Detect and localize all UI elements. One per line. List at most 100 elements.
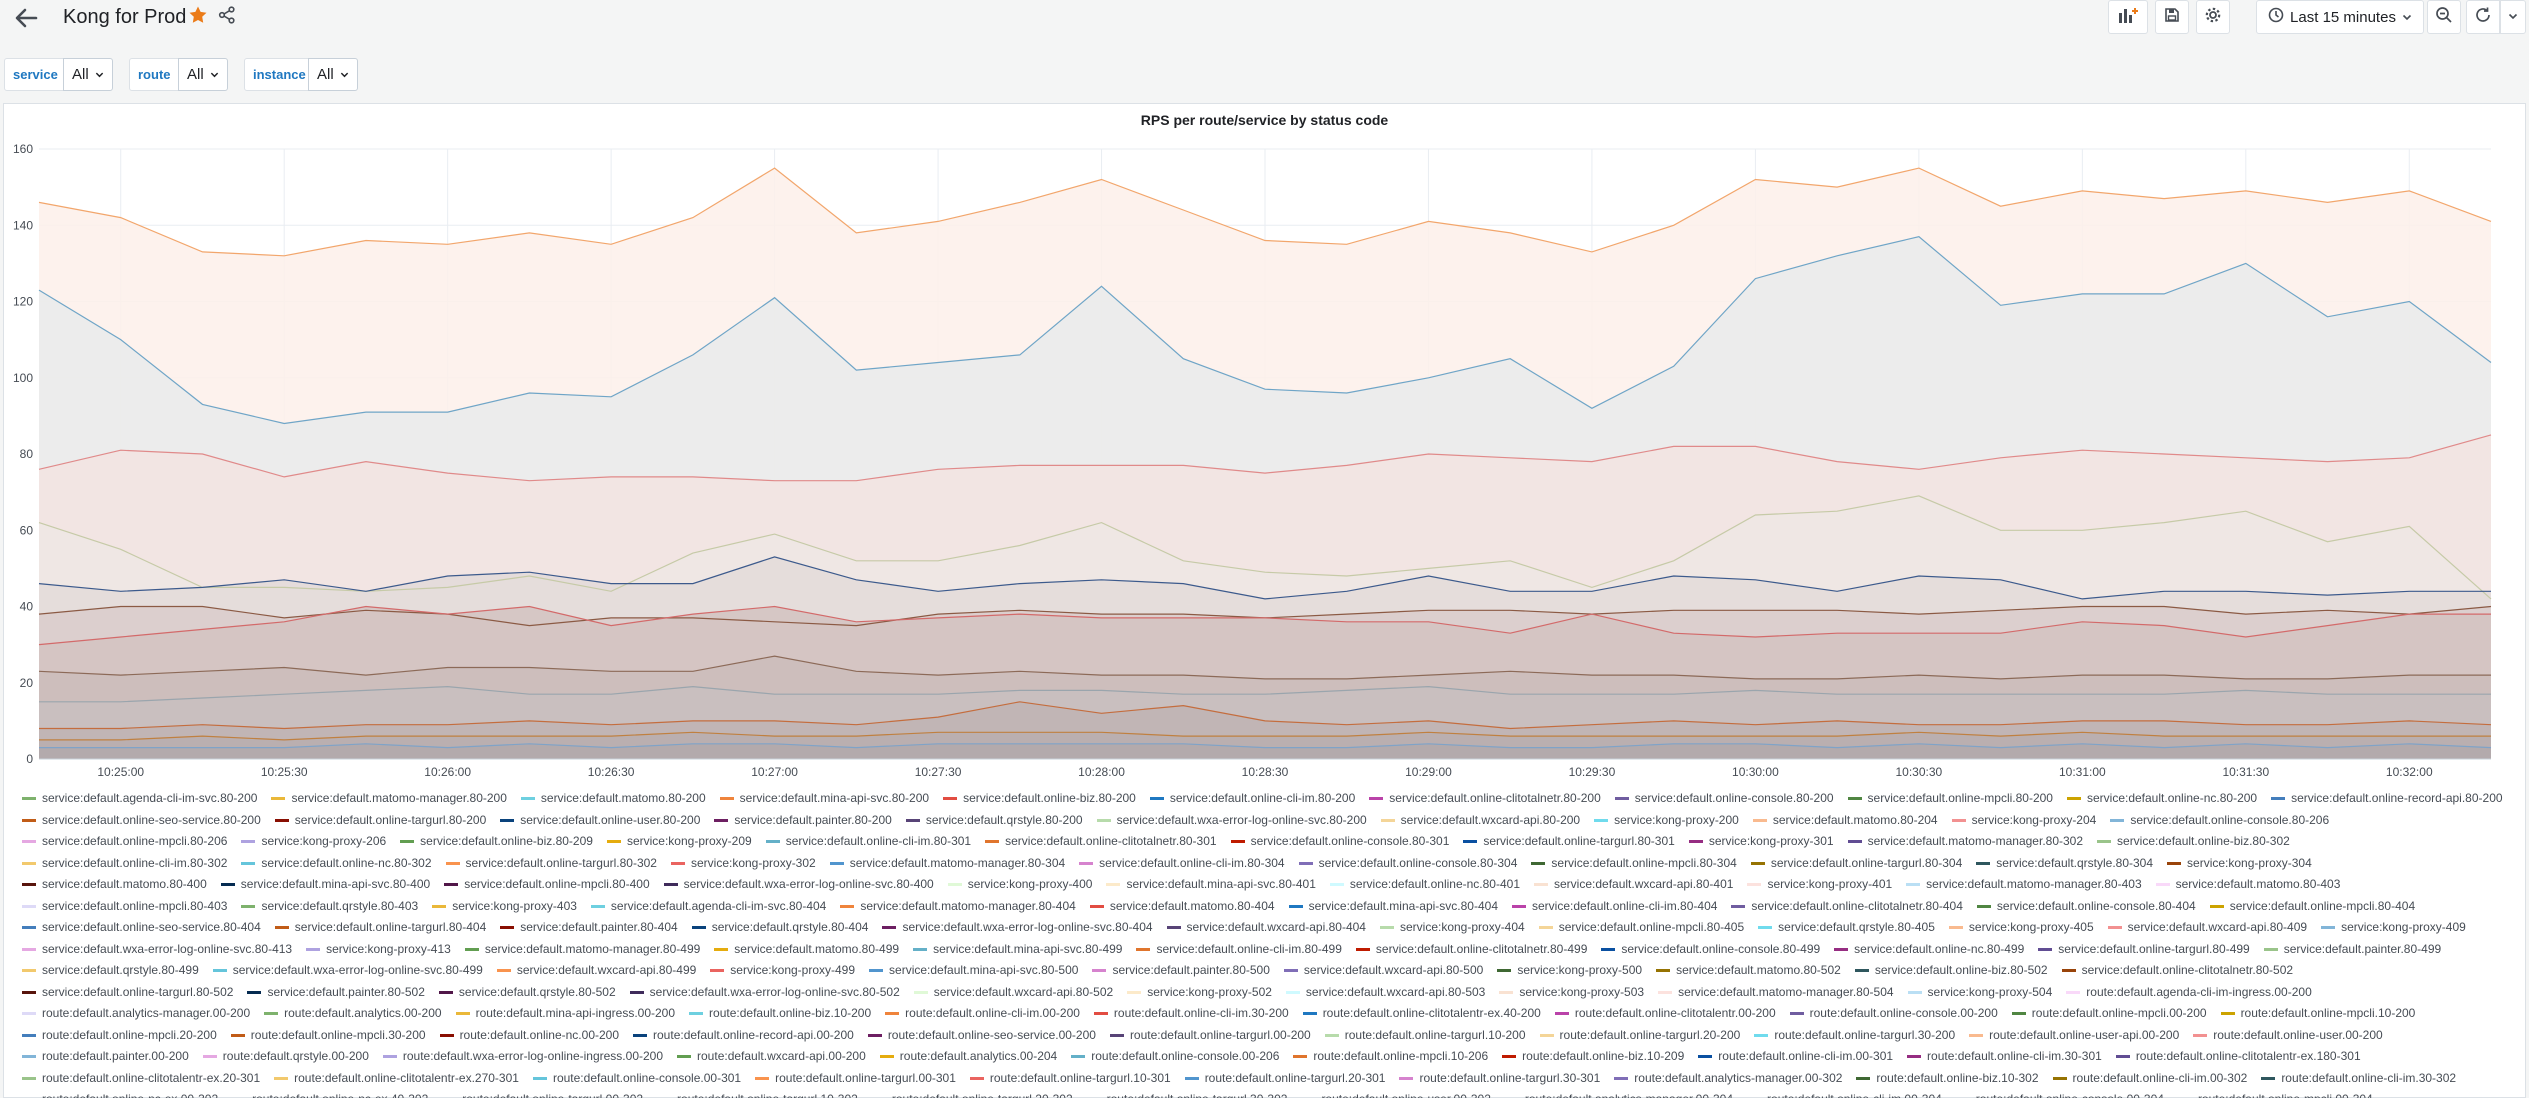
star-icon[interactable] [188, 5, 208, 25]
legend-item[interactable]: service:default.matomo-manager.80-404 [840, 896, 1076, 918]
legend-item[interactable]: service:default.online-mpcli.80-404 [2209, 896, 2415, 918]
variable-select-service[interactable]: All [63, 58, 113, 91]
legend-item[interactable]: route:default.online-console.00-200 [1789, 1003, 1998, 1025]
legend-item[interactable]: service:kong-proxy-401 [1747, 874, 1892, 896]
legend-item[interactable]: service:default.matomo.80-502 [1656, 960, 1841, 982]
legend-item[interactable]: service:default.online-console.80-304 [1298, 853, 1517, 875]
legend-item[interactable]: service:default.online-targurl.80-499 [2038, 939, 2250, 961]
legend-item[interactable]: service:default.online-nc.80-401 [1329, 874, 1520, 896]
refresh-button[interactable] [2466, 0, 2500, 34]
legend-item[interactable]: service:kong-proxy-403 [432, 896, 577, 918]
legend-item[interactable]: service:kong-proxy-503 [1499, 982, 1644, 1004]
legend-item[interactable]: route:default.online-user.00-200 [2193, 1025, 2383, 1047]
legend-item[interactable]: route:default.online-nc.00-200 [439, 1025, 619, 1047]
save-dashboard-button[interactable] [2155, 0, 2189, 34]
legend-item[interactable]: service:default.wxa-error-log-online-svc… [663, 874, 934, 896]
legend-item[interactable]: route:default.online-user-api.00-200 [1969, 1025, 2179, 1047]
zoom-out-button[interactable] [2427, 0, 2461, 34]
legend-item[interactable]: route:default.online-nc-ex.40-302 [232, 1089, 428, 1098]
legend-item[interactable]: service:default.online-clitotalnetr.80-4… [1355, 939, 1587, 961]
legend-item[interactable]: route:default.online-nc-ex.00-302 [22, 1089, 218, 1098]
series-line-top[interactable] [38, 167, 2492, 257]
legend-item[interactable]: service:default.online-biz.80-302 [2097, 831, 2290, 853]
legend-item[interactable]: route:default.analytics.00-200 [264, 1003, 442, 1025]
legend-item[interactable]: service:default.online-console.80-404 [1976, 896, 2196, 918]
time-picker-button[interactable]: Last 15 minutes [2256, 0, 2424, 34]
legend-item[interactable]: service:kong-proxy-413 [306, 939, 451, 961]
legend-item[interactable]: service:default.qrstyle.80-405 [1758, 917, 1935, 939]
legend-item[interactable]: route:default.online-console.00-301 [532, 1068, 741, 1090]
legend-item[interactable]: service:default.wxcard-api.80-401 [1534, 874, 1733, 896]
legend-item[interactable]: route:default.online-targurl.00-302 [442, 1089, 643, 1098]
legend-item[interactable]: service:default.online-cli-im.80-404 [1512, 896, 1717, 918]
legend-item[interactable]: route:default.online-clitotalentr-ex.270… [274, 1068, 519, 1090]
legend-item[interactable]: route:default.online-biz.10-302 [1856, 1068, 2039, 1090]
legend-item[interactable]: route:default.online-cli-im.00-200 [885, 1003, 1080, 1025]
legend-item[interactable]: service:default.online-record-api.80-200 [2271, 788, 2503, 810]
legend-item[interactable]: service:default.matomo-manager.80-200 [271, 788, 507, 810]
legend-item[interactable]: route:default.qrstyle.00-200 [202, 1046, 369, 1068]
series-line-tenth[interactable] [39, 701, 2492, 730]
legend-item[interactable]: service:default.wxcard-api.80-404 [1166, 917, 1366, 939]
series-line-ninth[interactable] [39, 685, 2491, 703]
legend-item[interactable]: service:kong-proxy-200 [1594, 810, 1739, 832]
legend-item[interactable]: service:default.matomo-manager.80-403 [1906, 874, 2142, 896]
legend-item[interactable]: service:default.online-nc.80-499 [1834, 939, 2024, 961]
series-line-second[interactable] [38, 236, 2492, 425]
legend-item[interactable]: service:default.mina-api-svc.80-401 [1106, 874, 1316, 896]
legend-item[interactable]: route:default.mina-api-ingress.00-200 [455, 1003, 675, 1025]
series-line-seventh[interactable] [38, 605, 2491, 646]
legend-item[interactable]: service:default.qrstyle.80-404 [691, 917, 868, 939]
legend-item[interactable]: route:default.wxcard-api.00-200 [677, 1046, 866, 1068]
legend-item[interactable]: route:default.online-cli-im.30-301 [1907, 1046, 2102, 1068]
legend-item[interactable]: route:default.online-clitotalentr.00-200 [1554, 1003, 1776, 1025]
legend-item[interactable]: service:default.online-targurl.80-302 [445, 853, 657, 875]
legend-item[interactable]: service:default.mina-api-svc.80-400 [220, 874, 430, 896]
legend-item[interactable]: service:default.painter.80-200 [714, 810, 892, 832]
legend-item[interactable]: service:kong-proxy-504 [1907, 982, 2052, 1004]
legend-item[interactable]: route:default.online-mpcli.10-200 [2220, 1003, 2415, 1025]
legend-item[interactable]: service:default.online-cli-im.80-499 [1136, 939, 1342, 961]
legend-item[interactable]: service:default.online-console.80-206 [2110, 810, 2329, 832]
legend-item[interactable]: service:default.wxcard-api.80-503 [1285, 982, 1485, 1004]
legend-item[interactable]: service:default.online-seo-service.80-20… [22, 810, 261, 832]
legend-item[interactable]: service:default.online-console.80-200 [1614, 788, 1834, 810]
legend-item[interactable]: service:default.painter.80-499 [2263, 939, 2441, 961]
series-line-third[interactable] [38, 434, 2492, 482]
legend-item[interactable]: route:default.online-targurl.30-301 [1399, 1068, 1600, 1090]
legend-item[interactable]: route:default.online-targurl.00-200 [1109, 1025, 1311, 1047]
legend-item[interactable]: service:default.painter.80-500 [1092, 960, 1270, 982]
dashboard-settings-button[interactable] [2196, 0, 2230, 34]
legend-item[interactable]: service:default.matomo.80-200 [520, 788, 706, 810]
legend-item[interactable]: service:default.painter.80-502 [247, 982, 425, 1004]
legend-item[interactable]: service:default.matomo.80-499 [714, 939, 899, 961]
legend-item[interactable]: route:default.online-mpcli.00-200 [2011, 1003, 2207, 1025]
legend-item[interactable]: service:default.qrstyle.80-403 [241, 896, 418, 918]
legend-item[interactable]: service:default.online-targurl.80-304 [1750, 853, 1962, 875]
variable-select-route[interactable]: All [178, 58, 228, 91]
series-line-twelfth[interactable] [39, 743, 2492, 749]
legend-item[interactable]: route:default.online-biz.10-200 [689, 1003, 871, 1025]
legend-item[interactable]: service:default.online-clitotalnetr.80-4… [1731, 896, 1963, 918]
legend-item[interactable]: service:default.wxcard-api.80-409 [2107, 917, 2307, 939]
refresh-interval-dropdown[interactable] [2500, 0, 2526, 34]
add-panel-button[interactable] [2108, 0, 2148, 34]
legend-item[interactable]: service:default.mina-api-svc.80-200 [719, 788, 929, 810]
legend-item[interactable]: service:default.online-targurl.80-200 [274, 810, 486, 832]
legend-item[interactable]: service:default.online-mpcli.80-403 [22, 896, 227, 918]
legend-item[interactable]: route:default.online-targurl.20-301 [1184, 1068, 1385, 1090]
legend-item[interactable]: service:default.matomo.80-204 [1752, 810, 1938, 832]
legend-item[interactable]: service:default.online-biz.80-209 [400, 831, 593, 853]
series-line-fifth[interactable] [38, 556, 2491, 600]
legend-item[interactable]: service:default.online-user.80-200 [500, 810, 700, 832]
legend-item[interactable]: service:default.wxa-error-log-online-svc… [1096, 810, 1367, 832]
legend-item[interactable]: service:default.matomo-manager.80-304 [829, 853, 1065, 875]
legend-item[interactable]: service:default.agenda-cli-im-svc.80-200 [22, 788, 257, 810]
legend-item[interactable]: service:default.matomo-manager.80-499 [464, 939, 700, 961]
legend-item[interactable]: service:default.online-mpcli.80-200 [1847, 788, 2053, 810]
legend-item[interactable]: service:default.wxa-error-log-online-svc… [22, 939, 292, 961]
legend-item[interactable]: service:default.wxa-error-log-online-svc… [882, 917, 1153, 939]
legend-item[interactable]: route:default.wxa-error-log-online-ingre… [382, 1046, 663, 1068]
legend-item[interactable]: service:default.online-mpcli.80-405 [1538, 917, 1744, 939]
legend-item[interactable]: service:default.online-biz.80-200 [943, 788, 1136, 810]
